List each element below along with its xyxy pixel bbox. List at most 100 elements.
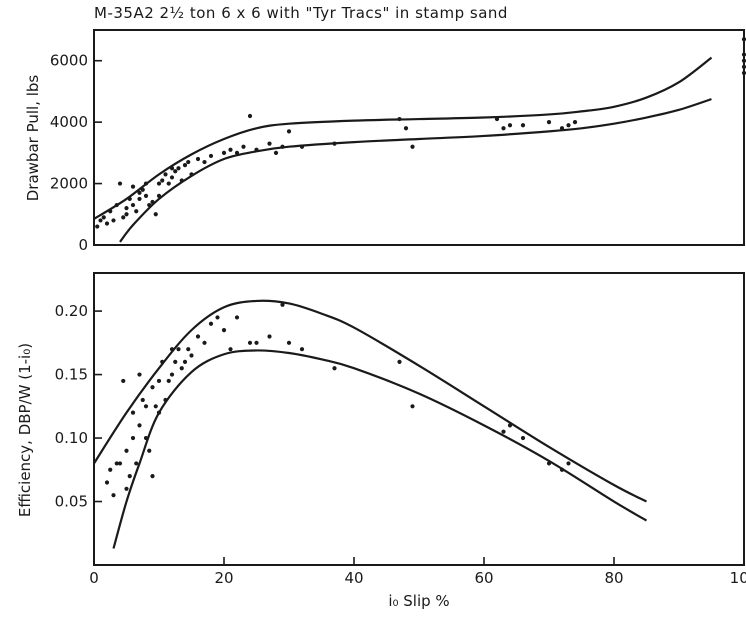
data-point xyxy=(215,315,220,320)
data-point xyxy=(134,209,139,214)
data-point xyxy=(137,372,142,377)
data-point xyxy=(559,467,565,472)
data-point xyxy=(397,359,402,364)
y-tick-label: 2000 xyxy=(50,175,88,193)
data-point xyxy=(410,144,415,149)
data-point xyxy=(127,474,132,479)
data-point xyxy=(98,218,103,223)
data-point xyxy=(147,202,152,208)
lower-curve xyxy=(119,98,712,243)
data-point xyxy=(117,181,123,186)
data-point xyxy=(114,202,119,208)
data-point xyxy=(234,150,240,155)
data-point xyxy=(741,52,746,57)
y-tick-label: 0.15 xyxy=(55,366,88,384)
x-tick-label: 40 xyxy=(344,569,363,587)
data-point xyxy=(179,366,184,371)
data-point xyxy=(124,486,129,491)
data-point xyxy=(299,347,305,352)
data-point xyxy=(176,166,181,171)
data-point xyxy=(741,70,746,76)
bottom-y-ticks: 0.05 0.10 0.15 0.20 xyxy=(55,302,102,511)
data-point xyxy=(156,193,162,198)
y-tick-label: 0.05 xyxy=(55,493,88,511)
data-point xyxy=(143,193,149,198)
data-point xyxy=(121,378,126,384)
data-point xyxy=(741,37,746,42)
data-point xyxy=(286,340,292,345)
data-point xyxy=(208,153,214,159)
data-point xyxy=(169,175,175,180)
upper-curve xyxy=(93,56,713,220)
data-point xyxy=(156,181,162,186)
data-point xyxy=(202,340,207,345)
data-point xyxy=(403,126,409,131)
x-tick-label: 100 xyxy=(730,569,746,587)
data-point xyxy=(163,172,168,177)
data-point xyxy=(189,353,194,358)
data-point xyxy=(160,178,165,183)
data-point xyxy=(221,150,227,155)
data-point xyxy=(202,159,207,165)
y-tick-label: 6000 xyxy=(50,52,88,70)
bottom-curves xyxy=(93,299,648,549)
data-point xyxy=(189,172,194,177)
data-point xyxy=(108,209,113,214)
data-point xyxy=(280,144,285,149)
data-point xyxy=(111,218,116,223)
data-point xyxy=(228,347,233,352)
y-tick-label: 4000 xyxy=(50,113,88,131)
data-point xyxy=(332,141,337,146)
data-point xyxy=(150,199,155,205)
data-point xyxy=(124,448,129,453)
data-point xyxy=(156,410,162,415)
top-curves xyxy=(93,56,713,243)
data-point xyxy=(130,410,136,415)
data-point xyxy=(186,347,191,352)
x-tick-label: 80 xyxy=(604,569,623,587)
data-point xyxy=(507,123,513,128)
data-point xyxy=(124,206,129,211)
data-point xyxy=(195,334,201,339)
data-point xyxy=(286,129,292,134)
bottom-x-ticks: 0 20 40 60 80 100 xyxy=(89,557,746,587)
data-point xyxy=(234,315,240,320)
data-point xyxy=(95,224,100,229)
data-point xyxy=(111,493,116,498)
data-point xyxy=(507,423,513,428)
data-point xyxy=(546,120,552,125)
chart-title: M-35A2 2½ ton 6 x 6 with "Tyr Tracs" in … xyxy=(94,4,508,22)
x-tick-label: 0 xyxy=(89,569,99,587)
data-point xyxy=(117,461,123,466)
bottom-y-axis-label: Efficiency, DBP/W (1-i₀) xyxy=(16,343,34,517)
data-point xyxy=(150,385,155,390)
data-point xyxy=(114,461,119,466)
data-point xyxy=(501,126,506,131)
drawbar-pull-panel: 0 2000 4000 6000 Drawbar Pull, lbs xyxy=(24,29,746,254)
x-tick-label: 20 xyxy=(214,569,233,587)
data-point xyxy=(566,461,571,466)
data-point xyxy=(173,169,178,174)
data-point xyxy=(108,467,113,472)
data-point xyxy=(247,340,253,345)
data-point xyxy=(140,187,145,192)
data-point xyxy=(156,378,162,384)
data-point xyxy=(254,147,259,152)
data-point xyxy=(397,116,402,122)
data-point xyxy=(410,404,415,409)
data-point xyxy=(176,347,181,352)
y-tick-label: 0.20 xyxy=(55,302,88,320)
data-point xyxy=(130,202,136,208)
data-point xyxy=(520,123,526,128)
data-point xyxy=(101,215,106,220)
data-point xyxy=(280,302,285,307)
data-point xyxy=(143,181,149,186)
data-point xyxy=(169,347,175,352)
data-point xyxy=(182,359,188,364)
data-point xyxy=(169,372,175,377)
top-plot-frame xyxy=(93,29,745,246)
bottom-points xyxy=(104,302,571,498)
data-point xyxy=(208,321,214,326)
data-point xyxy=(166,181,171,186)
